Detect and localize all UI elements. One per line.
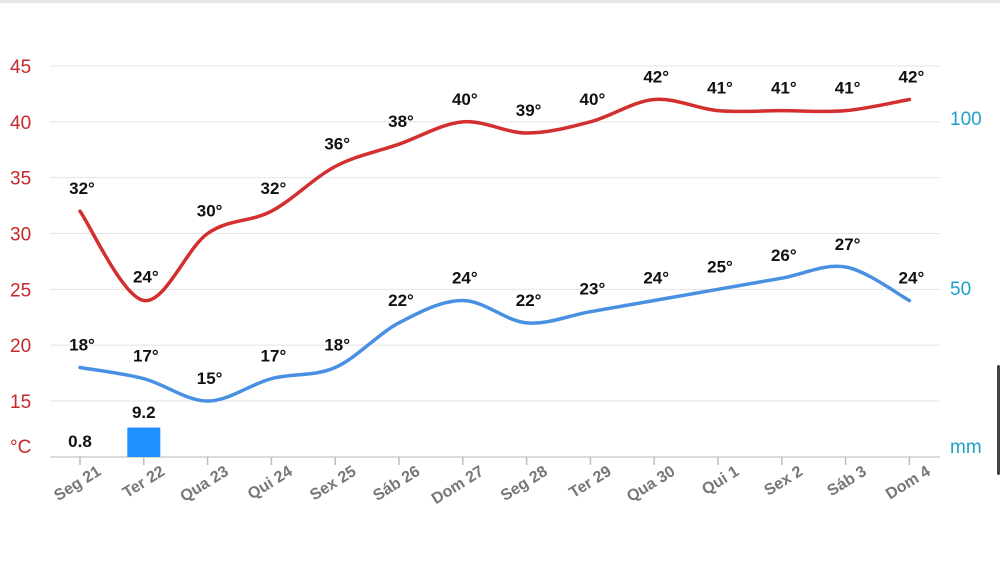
x-tick-label: Ter 29 bbox=[567, 463, 615, 502]
data-labels: 0.8 9.2 32° 24° 30° 32° 36° 38° 40° 39° 40° 42° 41° 4… bbox=[68, 68, 924, 452]
max-temp-label: 32° bbox=[261, 179, 287, 198]
x-tick-label: Qua 30 bbox=[624, 463, 678, 506]
max-temp-line bbox=[78, 97, 912, 303]
min-temp-label: 22° bbox=[388, 291, 414, 310]
x-tick-label: Qua 23 bbox=[177, 463, 231, 506]
y-axis-right: 100 50 bbox=[950, 109, 982, 300]
x-tick-label: Sex 2 bbox=[761, 463, 806, 500]
y-left-tick: 15 bbox=[10, 392, 31, 413]
min-temp-label: 17° bbox=[133, 347, 159, 366]
min-temp-label: 24° bbox=[452, 269, 478, 288]
min-temp-label: 22° bbox=[516, 291, 542, 310]
min-temp-line bbox=[78, 264, 912, 403]
y-left-tick: 40 bbox=[10, 113, 31, 134]
max-temp-label: 40° bbox=[580, 90, 606, 109]
min-temp-label: 15° bbox=[197, 369, 223, 388]
max-temp-label: 41° bbox=[835, 79, 861, 98]
y-right-unit: mm bbox=[950, 437, 982, 458]
y-left-tick: 35 bbox=[10, 169, 31, 190]
scroll-handle[interactable] bbox=[997, 365, 1000, 475]
grid-lines bbox=[50, 65, 940, 458]
precipitation-bars bbox=[127, 427, 161, 457]
x-tick-label: Dom 27 bbox=[429, 463, 487, 508]
max-temp-label: 36° bbox=[324, 135, 350, 154]
y-left-tick: 25 bbox=[10, 280, 31, 301]
min-temp-label: 27° bbox=[835, 235, 861, 254]
min-temp-label: 18° bbox=[324, 336, 350, 355]
x-tick-label: Sex 25 bbox=[307, 463, 359, 504]
max-temp-label: 30° bbox=[197, 202, 223, 221]
max-temp-label: 42° bbox=[899, 68, 925, 87]
top-divider bbox=[0, 0, 1000, 3]
min-temp-label: 18° bbox=[69, 336, 95, 355]
y-left-tick: 45 bbox=[10, 57, 31, 78]
y-left-unit: °C bbox=[10, 437, 31, 458]
x-tick-label: Qui 1 bbox=[699, 463, 742, 499]
x-tick-label: Sáb 3 bbox=[825, 463, 870, 500]
y-right-tick: 50 bbox=[950, 279, 971, 300]
precip-label: 9.2 bbox=[132, 403, 156, 422]
y-left-tick: 20 bbox=[10, 336, 31, 357]
max-temp-label: 24° bbox=[133, 268, 159, 287]
max-temp-label: 32° bbox=[69, 179, 95, 198]
series-lines bbox=[78, 97, 912, 403]
x-tick-label: Seg 21 bbox=[51, 463, 104, 505]
max-temp-label: 38° bbox=[388, 112, 414, 131]
precip-label: 0.8 bbox=[68, 432, 92, 451]
y-left-tick: 30 bbox=[10, 225, 31, 246]
min-temp-label: 17° bbox=[261, 347, 287, 366]
x-tick-label: Ter 22 bbox=[120, 463, 168, 502]
x-tick-label: Dom 4 bbox=[883, 463, 934, 503]
y-axis-left: 45 40 35 30 25 20 15 bbox=[10, 57, 31, 413]
x-tick-label: Seg 28 bbox=[498, 463, 551, 505]
x-axis: Seg 21 Ter 22 Qua 23 Qui 24 Sex 25 Sáb 26 Dom … bbox=[51, 457, 934, 508]
min-temp-label: 23° bbox=[580, 280, 606, 299]
y-right-tick: 100 bbox=[950, 109, 982, 130]
max-temp-label: 39° bbox=[516, 101, 542, 120]
precip-bar bbox=[127, 427, 161, 457]
min-temp-label: 24° bbox=[643, 269, 669, 288]
x-tick-label: Sáb 26 bbox=[370, 463, 423, 505]
max-temp-label: 41° bbox=[707, 79, 733, 98]
max-temp-label: 42° bbox=[643, 68, 669, 87]
max-temp-label: 40° bbox=[452, 90, 478, 109]
max-temp-label: 41° bbox=[771, 79, 797, 98]
min-temp-label: 25° bbox=[707, 257, 733, 276]
min-temp-label: 26° bbox=[771, 246, 797, 265]
min-temp-label: 24° bbox=[899, 269, 925, 288]
x-tick-label: Qui 24 bbox=[245, 463, 296, 503]
